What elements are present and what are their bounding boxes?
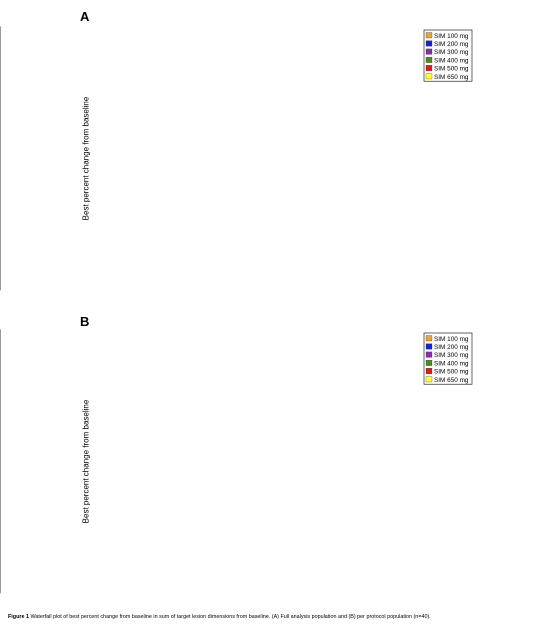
chart-svg-a: 403020100-10-20-30-40-50-60SIM 100 mgSIM… [0, 26, 473, 294]
legend-label: SIM 650 mg [434, 74, 469, 81]
legend-label: SIM 100 mg [434, 336, 469, 343]
legend-box [423, 29, 473, 82]
legend-label: SIM 400 mg [434, 57, 469, 64]
legend-swatch [425, 335, 433, 342]
panel-letter-a: A [80, 9, 90, 24]
legend-label: SIM 650 mg [434, 377, 469, 384]
legend-swatch [425, 56, 433, 63]
legend-label: SIM 300 mg [434, 352, 469, 359]
waterfall-chart-b: B Best percent change from baseline 4030… [0, 306, 546, 612]
legend-box [423, 332, 473, 385]
figure-caption: Figure 1 Waterfall plot of best percent … [8, 614, 540, 621]
legend-swatch [425, 48, 433, 55]
legend-label: SIM 400 mg [434, 360, 469, 367]
caption-text: Waterfall plot of best percent change fr… [30, 614, 431, 620]
waterfall-chart-a: A Best percent change from baseline 4030… [0, 0, 546, 306]
legend-label: SIM 200 mg [434, 41, 469, 48]
legend-label: SIM 100 mg [434, 33, 469, 40]
legend-label: SIM 300 mg [434, 49, 469, 56]
legend-swatch [425, 65, 433, 71]
legend-swatch [425, 32, 433, 39]
legend-swatch [425, 73, 433, 80]
legend-label: SIM 500 mg [434, 66, 469, 73]
chart-svg-b: 403020100-10-20-30-40-50-60SIM 100 mgSIM… [0, 329, 473, 597]
legend-swatch [425, 343, 433, 350]
legend-swatch [425, 376, 433, 383]
caption-prefix: Figure 1 [8, 614, 29, 620]
legend-swatch [425, 40, 433, 47]
legend-label: SIM 500 mg [434, 369, 469, 376]
legend-swatch [425, 359, 433, 366]
panel-letter-b: B [80, 314, 90, 329]
legend-swatch [425, 368, 433, 374]
legend-label: SIM 200 mg [434, 344, 469, 351]
legend-swatch [425, 351, 433, 358]
